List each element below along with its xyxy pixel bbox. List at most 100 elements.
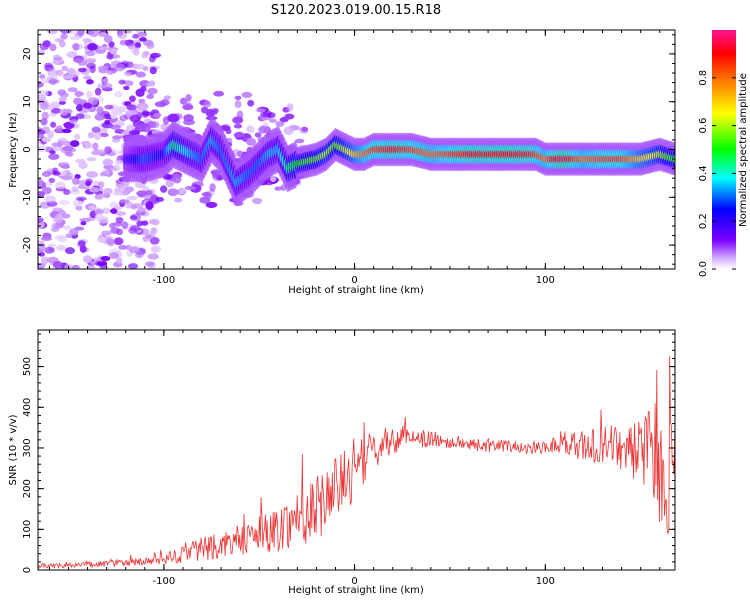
colorbar-gradient xyxy=(712,30,736,269)
spectrogram-speckle xyxy=(113,237,124,246)
spectrogram-speckle xyxy=(114,63,126,72)
spectrogram-speckle xyxy=(114,211,127,216)
snr-ticks: -100 0 100 0 100 200 300 400 500 xyxy=(22,330,675,587)
spectrogram-speckle xyxy=(125,244,132,251)
spectrogram-speckle xyxy=(155,196,165,203)
spectrogram-speckle xyxy=(148,55,156,63)
spectrogram-speckle xyxy=(167,188,179,197)
spectrogram-speckle xyxy=(101,122,114,129)
spectrogram-y-tick-label: -10 xyxy=(22,189,33,205)
spectrogram-speckle xyxy=(50,107,62,114)
spectrogram-speckle xyxy=(132,48,140,56)
spectrogram-speckle xyxy=(142,51,150,56)
spectrogram-speckle xyxy=(126,195,138,201)
spectrogram-speckle xyxy=(52,260,63,269)
spectrogram-speckle xyxy=(233,131,245,138)
spectrogram-speckle xyxy=(38,130,45,139)
spectrogram-speckle xyxy=(124,186,135,193)
spectrogram-speckle xyxy=(85,50,96,57)
spectrogram-speckle xyxy=(141,220,149,226)
spectrogram-speckle xyxy=(254,132,262,138)
spectrogram-speckle xyxy=(138,98,146,104)
spectrogram-speckle xyxy=(255,108,266,113)
colorbar-tick-label: 0.2 xyxy=(698,213,709,229)
spectrogram-speckle xyxy=(234,99,242,109)
spectrogram-speckle xyxy=(72,42,80,51)
spectrogram-speckle xyxy=(94,209,104,215)
spectrogram-speckle xyxy=(247,99,255,107)
snr-panel: -100 0 100 0 100 200 300 400 500 Height of strai… xyxy=(8,329,676,596)
snr-background xyxy=(38,330,675,570)
spectrogram-speckle xyxy=(80,221,87,226)
spectrogram-speckle xyxy=(113,187,123,193)
spectrogram-speckle xyxy=(38,178,44,187)
spectrogram-speckle xyxy=(69,228,79,236)
spectrogram-speckle xyxy=(152,245,159,254)
spectrogram-speckle xyxy=(274,186,282,191)
spectrogram-speckle xyxy=(69,147,77,153)
spectrogram-speckle xyxy=(159,185,168,193)
spectrogram-speckle xyxy=(184,102,192,110)
spectrogram-speckle xyxy=(58,96,67,102)
spectrogram-speckle xyxy=(117,105,127,113)
colorbar-tick-label: 0.6 xyxy=(698,118,709,134)
spectrogram-speckle xyxy=(200,106,209,114)
spectrogram-speckle xyxy=(57,235,68,243)
spectrogram-speckle xyxy=(61,65,68,71)
spectrogram-speckle xyxy=(61,128,72,134)
spectrogram-speckle xyxy=(98,32,108,38)
spectrogram-speckle xyxy=(60,161,71,169)
spectrogram-speckle xyxy=(146,94,155,100)
spectrogram-speckle xyxy=(86,264,96,269)
spectrogram-speckle xyxy=(55,69,64,77)
spectrogram-speckle xyxy=(128,227,138,235)
spectrogram-speckle xyxy=(129,114,141,123)
snr-x-tick-label: 0 xyxy=(351,576,357,587)
spectrogram-speckle xyxy=(112,191,125,196)
spectrogram-speckle xyxy=(114,160,123,165)
spectrogram-speckle xyxy=(146,42,155,50)
spectrogram-x-tick-label: 0 xyxy=(351,275,357,286)
spectrogram-speckle xyxy=(286,103,294,112)
spectrogram-speckle xyxy=(72,58,85,63)
colorbar: 0.0 0.2 0.4 0.6 0.8 Normalized spectral ampl… xyxy=(698,30,749,277)
spectrogram-speckle xyxy=(83,75,92,80)
spectrogram-speckle xyxy=(283,126,294,136)
spectrogram-speckle xyxy=(275,121,285,127)
spectrogram-speckle xyxy=(147,87,158,95)
spectrogram-speckle xyxy=(50,121,57,128)
spectrogram-speckle xyxy=(94,113,105,121)
spectrogram-speckle xyxy=(268,118,277,123)
spectrogram-speckle xyxy=(135,88,145,97)
spectrogram-speckle xyxy=(232,116,244,124)
spectrogram-speckle xyxy=(63,189,71,195)
spectrogram-speckle xyxy=(60,146,73,154)
snr-x-tick-label: 100 xyxy=(536,576,555,587)
spectrogram-speckle xyxy=(150,227,157,234)
spectrogram-speckle xyxy=(69,119,78,124)
spectrogram-speckle xyxy=(132,33,140,39)
spectrogram-speckle xyxy=(88,205,96,210)
spectrogram-speckle xyxy=(121,221,129,230)
spectrogram-speckle xyxy=(74,133,81,141)
spectrogram-speckle xyxy=(257,125,270,134)
spectrogram-x-tick-label: -100 xyxy=(153,275,176,286)
spectrogram-speckle xyxy=(125,61,134,69)
spectrogram-speckle xyxy=(137,123,146,133)
spectrogram-speckle xyxy=(269,175,277,183)
spectrogram-speckle xyxy=(107,238,115,247)
spectrogram-speckle xyxy=(201,192,212,197)
spectrogram-speckle xyxy=(99,132,109,138)
spectrogram-speckle xyxy=(55,125,63,133)
spectrogram-speckle xyxy=(58,40,66,48)
spectrogram-speckle xyxy=(41,100,50,109)
spectrogram-speckle xyxy=(38,89,49,97)
spectrogram-speckle xyxy=(101,230,112,236)
spectrogram-speckle xyxy=(102,158,114,166)
spectrogram-speckle xyxy=(42,136,52,143)
spectrogram-speckle xyxy=(134,63,146,70)
spectrogram-speckle xyxy=(86,90,93,99)
spectrogram-speckle xyxy=(98,45,109,51)
spectrogram-speckle xyxy=(110,112,117,120)
spectrogram-speckle xyxy=(149,218,157,225)
